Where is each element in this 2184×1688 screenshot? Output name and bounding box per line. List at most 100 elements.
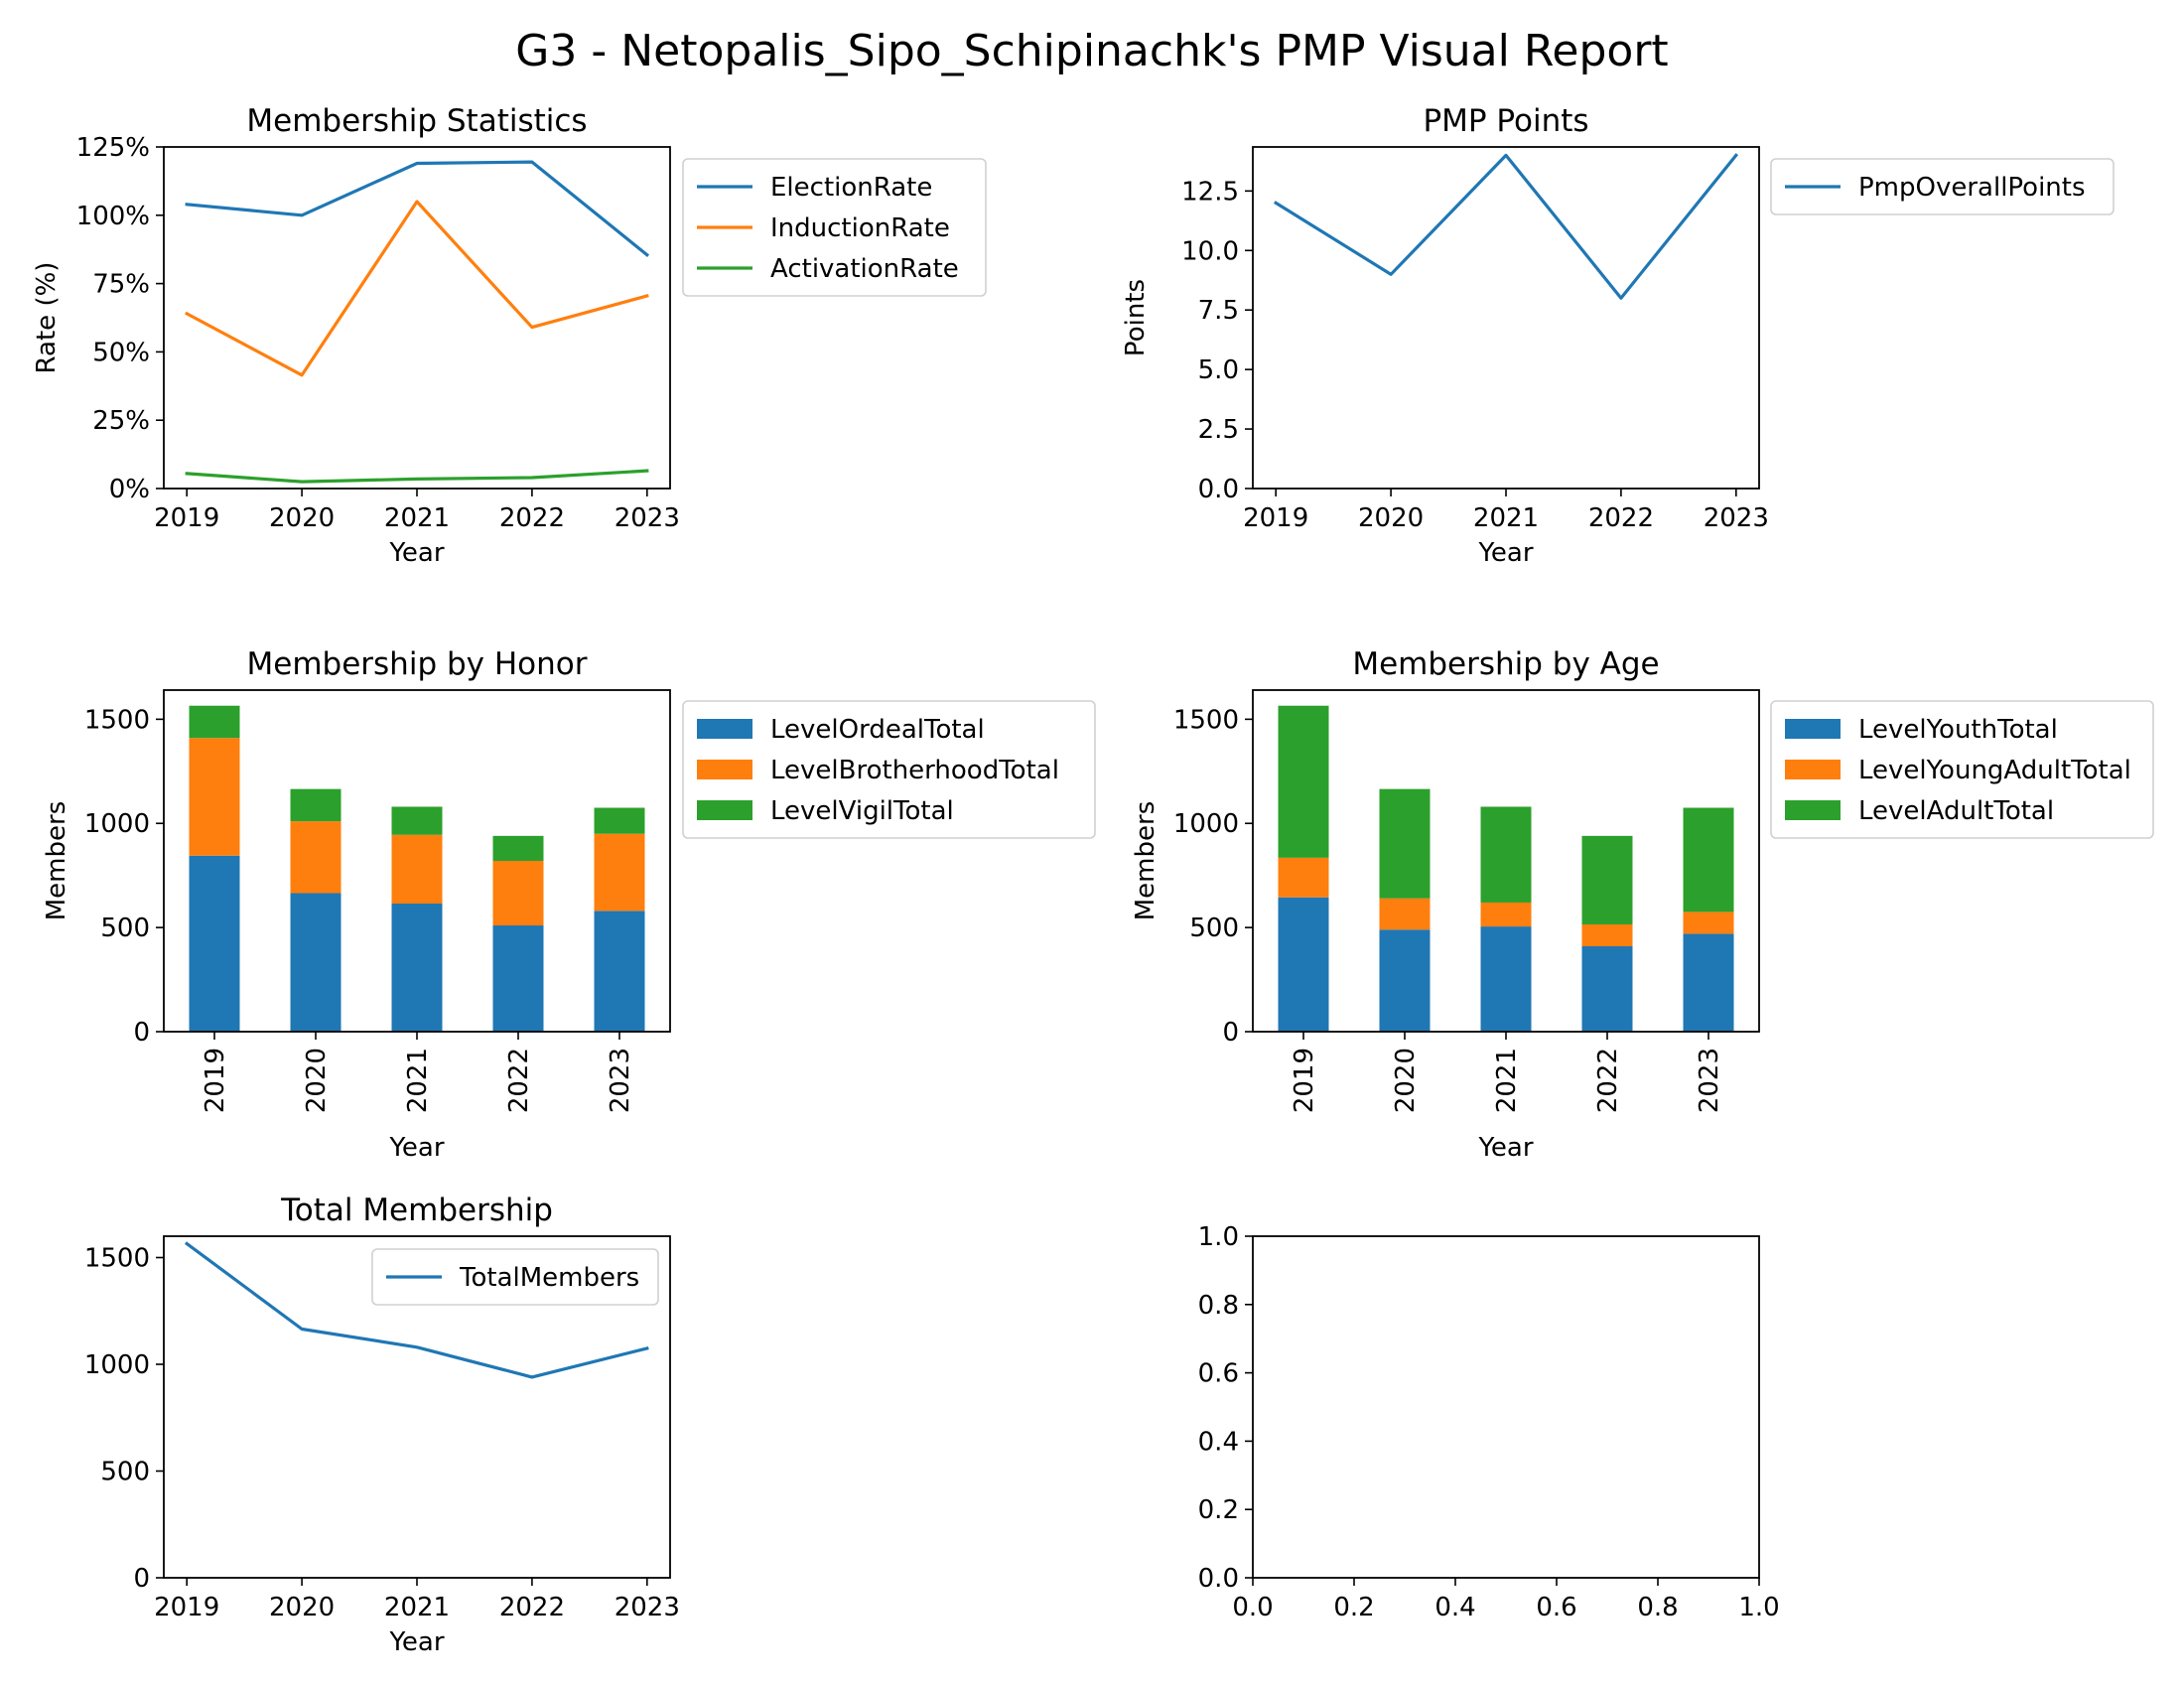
series-line bbox=[185, 469, 649, 484]
x-tick-label: 2019 bbox=[1243, 503, 1308, 533]
panel-title: PMP Points bbox=[1423, 103, 1588, 139]
bar-segment bbox=[391, 806, 443, 835]
legend-swatch bbox=[697, 760, 752, 779]
y-axis-label: Members bbox=[1131, 801, 1160, 921]
bar-segment bbox=[391, 904, 443, 1032]
legend-label: LevelAdultTotal bbox=[1858, 796, 2054, 826]
x-tick-label: 0.4 bbox=[1434, 1593, 1475, 1622]
x-tick-label: 2021 bbox=[1492, 1048, 1522, 1113]
legend-box bbox=[1770, 700, 2154, 839]
legend-swatch bbox=[697, 800, 752, 820]
bar-segment bbox=[290, 893, 341, 1032]
x-tick-label: 2019 bbox=[154, 503, 219, 533]
bar-segment bbox=[594, 911, 645, 1032]
legend-box bbox=[682, 158, 987, 297]
series-line bbox=[185, 160, 650, 257]
bar-segment bbox=[1379, 929, 1431, 1032]
x-tick-label: 2022 bbox=[499, 1593, 565, 1622]
y-tick-label: 0.2 bbox=[1198, 1495, 1239, 1525]
legend-label: LevelBrotherhoodTotal bbox=[770, 756, 1059, 785]
x-tick-label: 2021 bbox=[1473, 503, 1539, 533]
x-tick-label: 0.0 bbox=[1232, 1593, 1273, 1622]
y-tick-label: 1500 bbox=[84, 1244, 150, 1274]
legend-label: ElectionRate bbox=[770, 173, 932, 203]
y-tick-label: 0% bbox=[109, 475, 150, 504]
bar-segment bbox=[290, 788, 341, 822]
membership-by-age-panel: Membership by Age 0 500 1000 1500 2019 2020 202… bbox=[1131, 646, 2154, 1163]
x-tick-label: 2020 bbox=[1391, 1048, 1421, 1113]
legend-swatch bbox=[1785, 760, 1841, 779]
x-tick-label: 2021 bbox=[403, 1048, 433, 1113]
x-tick-label: 0.2 bbox=[1333, 1593, 1374, 1622]
y-tick-label: 1000 bbox=[1173, 809, 1239, 839]
x-tick-label: 2020 bbox=[269, 1593, 335, 1622]
axes-frame bbox=[1252, 1235, 1760, 1579]
bar-segment bbox=[189, 738, 240, 856]
y-tick-label: 50% bbox=[92, 338, 150, 367]
legend-label: InductionRate bbox=[770, 213, 950, 243]
x-axis-label: Year bbox=[388, 1133, 444, 1163]
x-tick-label: 2021 bbox=[384, 503, 450, 533]
axes-frame bbox=[163, 1235, 671, 1579]
y-tick-label: 12.5 bbox=[1181, 177, 1239, 207]
legend-label: PmpOverallPoints bbox=[1858, 173, 2086, 203]
total-membership-panel: Total Membership 0 500 1000 1500 2019 2020 2021… bbox=[84, 1193, 680, 1657]
bar-segment bbox=[1683, 912, 1734, 934]
x-tick-label: 2023 bbox=[1695, 1048, 1724, 1113]
series-line bbox=[185, 200, 649, 377]
panel-title: Total Membership bbox=[280, 1193, 553, 1228]
y-axis-label: Points bbox=[1121, 279, 1151, 356]
legend-label: LevelVigilTotal bbox=[770, 796, 954, 826]
x-tick-label: 2022 bbox=[1588, 503, 1654, 533]
legend-label: LevelYouthTotal bbox=[1858, 715, 2058, 745]
y-tick-label: 5.0 bbox=[1198, 355, 1239, 385]
axes-frame bbox=[1252, 689, 1760, 1033]
y-tick-label: 75% bbox=[92, 270, 150, 300]
bar-segment bbox=[1581, 946, 1633, 1032]
x-tick-label: 2019 bbox=[1290, 1048, 1319, 1113]
bar-segment bbox=[391, 834, 443, 904]
y-tick-label: 500 bbox=[100, 914, 150, 943]
y-tick-label: 0 bbox=[1222, 1018, 1239, 1048]
axes-frame bbox=[1252, 146, 1760, 490]
x-tick-label: 2023 bbox=[1704, 503, 1769, 533]
x-tick-label: 2023 bbox=[614, 503, 680, 533]
bar-segment bbox=[492, 835, 544, 861]
y-tick-label: 100% bbox=[76, 202, 150, 231]
legend-box bbox=[682, 700, 1096, 839]
membership-statistics-panel: Membership Statistics 0% 25% 50% 75% 100% 125%… bbox=[32, 103, 987, 568]
bar-segment bbox=[492, 925, 544, 1032]
x-axis-label: Year bbox=[388, 538, 444, 568]
y-tick-label: 1000 bbox=[84, 809, 150, 839]
x-tick-label: 0.8 bbox=[1637, 1593, 1678, 1622]
series-line bbox=[184, 1241, 649, 1379]
x-tick-label: 2023 bbox=[606, 1048, 635, 1113]
bar-segment bbox=[290, 821, 341, 894]
bar-segment bbox=[1278, 857, 1329, 898]
y-tick-label: 0 bbox=[133, 1018, 150, 1048]
bar-segment bbox=[1581, 835, 1633, 924]
legend-label: LevelOrdealTotal bbox=[770, 715, 985, 745]
bar-segment bbox=[189, 855, 240, 1032]
x-tick-label: 2022 bbox=[499, 503, 565, 533]
legend-box bbox=[1770, 158, 2115, 215]
axes-frame bbox=[163, 689, 671, 1033]
y-tick-label: 500 bbox=[1189, 914, 1239, 943]
bar-segment bbox=[1278, 705, 1329, 858]
y-tick-label: 0.4 bbox=[1198, 1427, 1239, 1457]
y-tick-label: 0.8 bbox=[1198, 1291, 1239, 1321]
legend-label: ActivationRate bbox=[770, 254, 959, 284]
y-tick-label: 0 bbox=[133, 1564, 150, 1594]
y-tick-label: 2.5 bbox=[1198, 415, 1239, 445]
bar-segment bbox=[189, 705, 240, 739]
axes-frame bbox=[163, 146, 671, 490]
legend-swatch bbox=[1785, 719, 1841, 739]
y-tick-label: 1500 bbox=[84, 705, 150, 735]
x-tick-label: 2019 bbox=[154, 1593, 219, 1622]
x-tick-label: 2020 bbox=[1358, 503, 1424, 533]
x-tick-label: 2020 bbox=[269, 503, 335, 533]
y-tick-label: 0.0 bbox=[1198, 1564, 1239, 1594]
x-tick-label: 1.0 bbox=[1738, 1593, 1779, 1622]
y-tick-label: 0.0 bbox=[1198, 475, 1239, 504]
